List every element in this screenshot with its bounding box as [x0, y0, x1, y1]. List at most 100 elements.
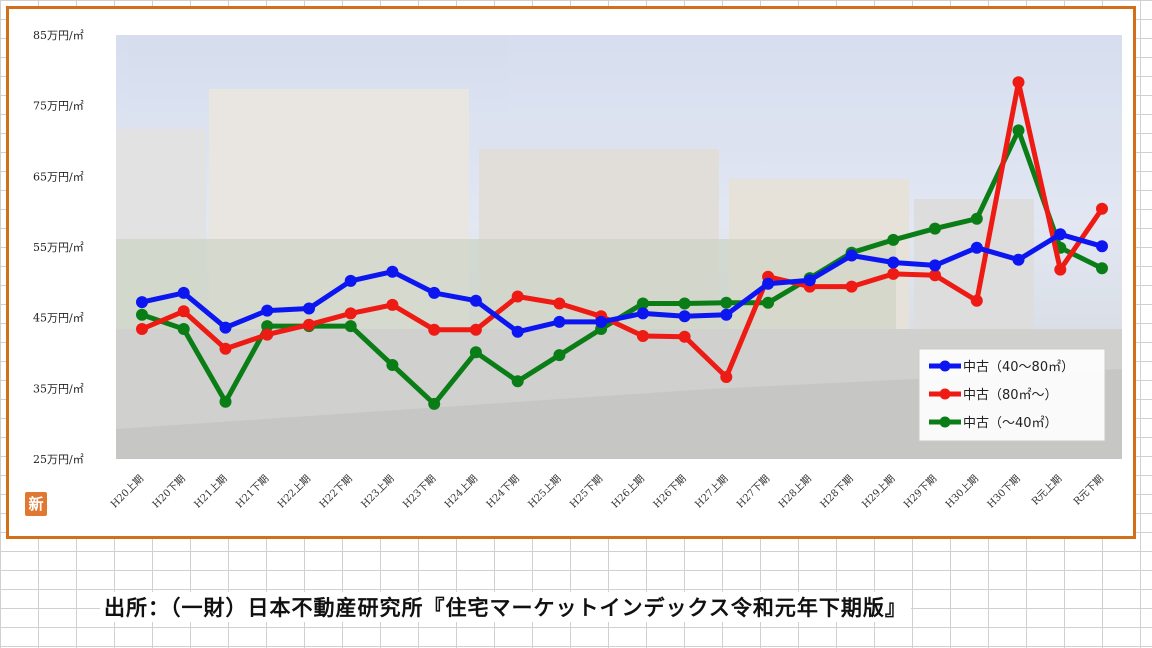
data-point — [887, 267, 900, 280]
data-point — [219, 342, 232, 355]
data-point — [261, 320, 274, 333]
data-point — [1012, 253, 1025, 266]
legend-swatch-marker — [939, 360, 951, 372]
source-note: 出所：（一財）日本不動産研究所『住宅マーケットインデックス令和元年下期版』 — [100, 592, 911, 622]
data-point — [344, 320, 357, 333]
data-point — [678, 330, 691, 343]
data-point — [553, 297, 566, 310]
x-tick-label: H23下期 — [400, 473, 438, 511]
data-point — [845, 280, 858, 293]
x-tick-label: H29上期 — [860, 473, 898, 511]
data-point — [970, 212, 983, 225]
y-tick-label: 65万円/㎡ — [33, 170, 84, 183]
x-tick-label: R元上期 — [1029, 473, 1064, 508]
data-point — [887, 256, 900, 269]
data-point — [720, 296, 733, 309]
x-tick-label: H21上期 — [192, 473, 230, 511]
data-point — [762, 296, 775, 309]
x-tick-label: H22上期 — [275, 473, 313, 511]
y-tick-label: 75万円/㎡ — [33, 100, 84, 113]
data-point — [929, 259, 941, 272]
legend-label: 中古（～40㎡） — [963, 416, 1058, 431]
x-tick-label: H23上期 — [359, 473, 397, 511]
legend-swatch-marker — [939, 388, 951, 400]
data-point — [678, 297, 691, 310]
x-tick-label: H28下期 — [818, 473, 856, 511]
data-point — [511, 290, 524, 303]
x-tick-label: H24上期 — [442, 473, 480, 511]
x-tick-label: H25上期 — [526, 473, 564, 511]
series-line-1 — [139, 79, 1105, 380]
y-tick-label: 85万円/㎡ — [33, 29, 84, 42]
data-point — [1096, 202, 1108, 215]
legend: 中古（40～80㎡） 中古（80㎡～） 中古（～40㎡） — [918, 348, 1106, 442]
x-tick-label: H20下期 — [150, 473, 188, 511]
data-point — [1096, 262, 1108, 275]
x-tick-label: H30上期 — [943, 473, 981, 511]
x-tick-label: H20上期 — [108, 473, 146, 511]
data-point — [344, 274, 357, 287]
data-point — [219, 321, 232, 334]
data-point — [386, 265, 399, 278]
x-tick-label: H21下期 — [234, 473, 272, 511]
new-badge: 新 — [25, 492, 47, 516]
data-point — [845, 249, 858, 262]
data-point — [136, 323, 148, 335]
x-tick-label: H28上期 — [776, 473, 814, 511]
data-point — [803, 274, 816, 287]
x-tick-label: H29下期 — [901, 473, 939, 511]
data-point — [929, 269, 941, 282]
data-point — [636, 297, 649, 310]
data-point — [636, 307, 649, 320]
data-point — [177, 305, 190, 318]
data-point — [1012, 124, 1025, 137]
data-point — [1054, 263, 1067, 276]
data-point — [678, 310, 691, 323]
data-point — [469, 294, 482, 307]
x-tick-label: H25下期 — [567, 473, 605, 511]
data-point — [428, 397, 441, 410]
y-tick-label: 35万円/㎡ — [33, 382, 84, 395]
data-point — [762, 277, 775, 290]
data-point — [553, 349, 566, 362]
data-point — [511, 375, 524, 388]
data-point — [303, 318, 315, 331]
data-point — [1012, 76, 1025, 89]
data-point — [386, 298, 399, 311]
x-tick-label: H22下期 — [317, 473, 355, 511]
y-tick-label: 25万円/㎡ — [33, 453, 84, 466]
data-point — [469, 323, 482, 336]
legend-label: 中古（40～80㎡） — [963, 360, 1074, 375]
plot-background-photo — [116, 35, 1122, 459]
data-point — [1096, 240, 1108, 253]
x-tick-label: H26上期 — [609, 473, 647, 511]
data-point — [386, 359, 399, 371]
data-point — [261, 304, 274, 317]
data-point — [720, 308, 733, 321]
x-tick-label: H30下期 — [985, 473, 1023, 511]
data-point — [970, 294, 983, 307]
data-point — [469, 346, 482, 359]
data-point — [177, 323, 190, 335]
y-tick-label: 55万円/㎡ — [33, 241, 84, 254]
x-tick-label: R元下期 — [1071, 473, 1106, 508]
data-point — [970, 241, 983, 254]
data-point — [636, 330, 649, 342]
data-point — [887, 233, 900, 246]
data-point — [929, 222, 941, 235]
legend-label: 中古（80㎡～） — [963, 388, 1058, 403]
data-point — [511, 325, 524, 338]
data-point — [595, 315, 608, 328]
data-point — [720, 371, 733, 383]
x-tick-label: H26下期 — [651, 473, 689, 511]
data-point — [261, 328, 274, 341]
y-tick-label: 45万円/㎡ — [33, 312, 84, 325]
x-tick-label: H24下期 — [484, 473, 522, 511]
x-tick-label: H27下期 — [734, 473, 772, 511]
data-point — [177, 286, 190, 299]
data-point — [428, 323, 441, 336]
data-point — [136, 296, 148, 309]
data-point — [1054, 228, 1067, 241]
data-point — [136, 308, 148, 321]
series-line-0 — [139, 231, 1105, 335]
